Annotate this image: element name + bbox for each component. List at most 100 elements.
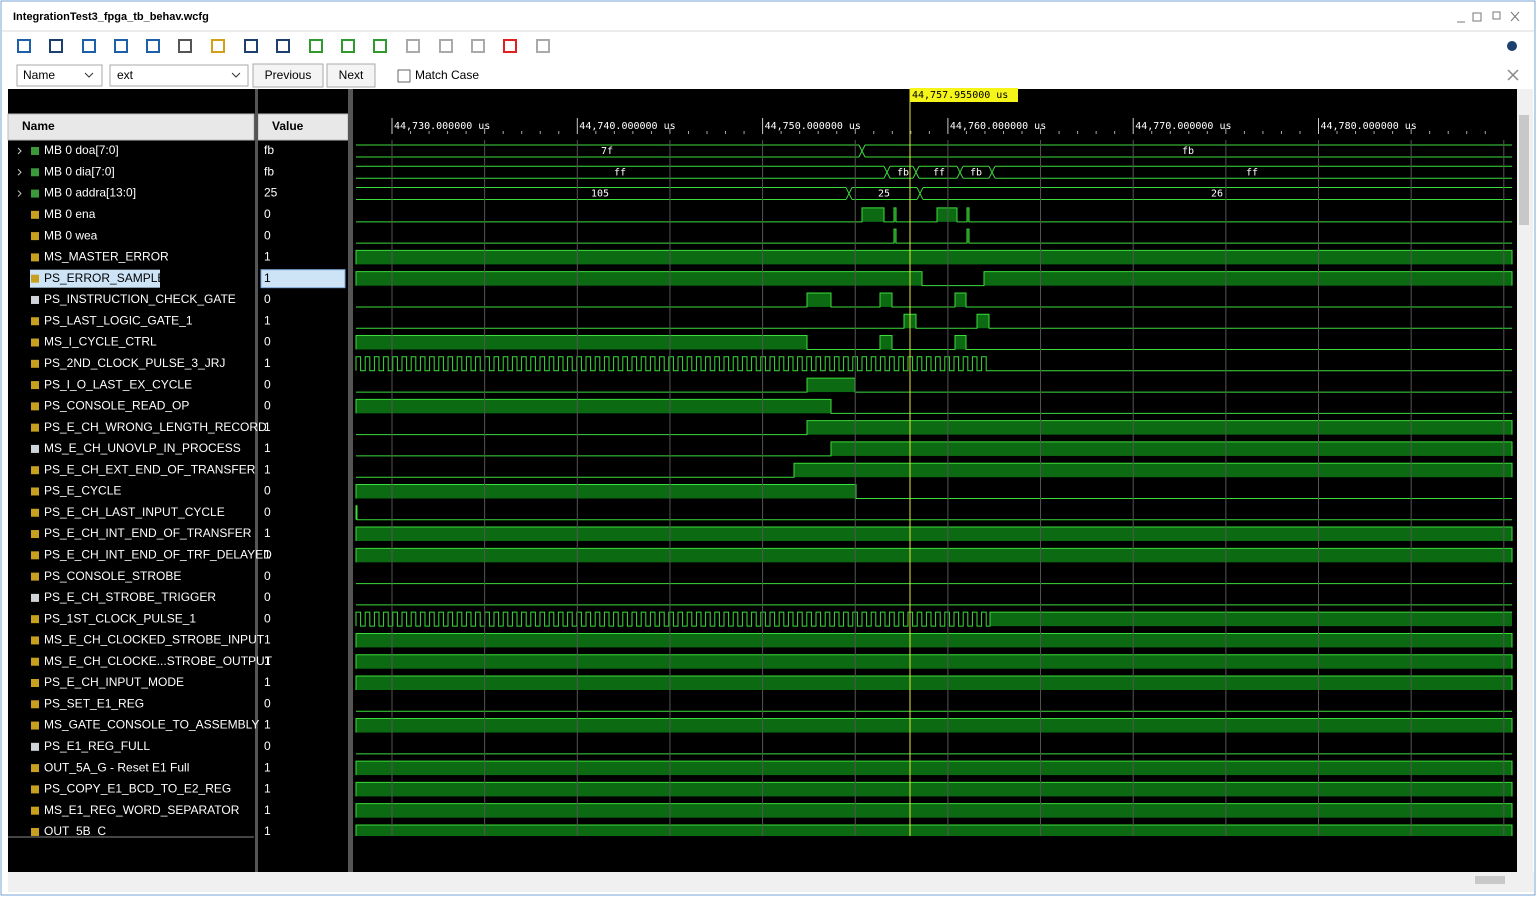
signal-name[interactable]: PS_I_O_LAST_EX_CYCLE bbox=[44, 377, 192, 391]
signal-name[interactable]: MS_E1_REG_WORD_SEPARATOR bbox=[44, 803, 240, 817]
signal-name[interactable]: MS_GATE_CONSOLE_TO_ASSEMBLY bbox=[44, 718, 259, 732]
signal-icon bbox=[31, 147, 39, 155]
query-input[interactable] bbox=[109, 64, 249, 87]
high-fill bbox=[356, 782, 1512, 797]
toolbar-button[interactable] bbox=[211, 39, 225, 53]
signal-name[interactable]: MS_MASTER_ERROR bbox=[44, 250, 169, 264]
high-fill bbox=[356, 335, 807, 350]
signal-value: fb bbox=[264, 164, 274, 178]
signal-icon bbox=[31, 274, 39, 283]
bus-value: fb bbox=[970, 167, 982, 178]
toolbar-button[interactable] bbox=[309, 39, 323, 53]
signal-value: 0 bbox=[264, 696, 271, 710]
signal-name[interactable]: PS_E_CH_WRONG_LENGTH_RECORD bbox=[44, 420, 267, 434]
signal-name[interactable]: PS_E_CH_INT_END_OF_TRANSFER bbox=[44, 526, 252, 540]
signal-name[interactable]: MB 0 ena bbox=[44, 207, 96, 221]
signal-value: 0 bbox=[264, 590, 271, 604]
previous-button[interactable] bbox=[252, 63, 324, 88]
signal-name[interactable]: PS_CONSOLE_STROBE bbox=[44, 569, 181, 583]
signal-name[interactable]: OUT_5B_C bbox=[44, 824, 106, 838]
toolbar-button[interactable] bbox=[114, 39, 128, 53]
signal-icon bbox=[31, 402, 39, 411]
signal-name[interactable]: PS_2ND_CLOCK_PULSE_3_JRJ bbox=[44, 356, 225, 370]
high-fill bbox=[356, 484, 856, 499]
settings-button[interactable] bbox=[1507, 41, 1517, 51]
signal-name[interactable]: MS_E_CH_UNOVLP_IN_PROCESS bbox=[44, 441, 241, 455]
toolbar-button[interactable] bbox=[49, 39, 63, 53]
toolbar-button[interactable] bbox=[471, 39, 485, 53]
toolbar-button[interactable] bbox=[244, 39, 258, 53]
signal-value: 0 bbox=[264, 505, 271, 519]
signal-trace bbox=[355, 483, 1512, 499]
signal-name[interactable]: PS_COPY_E1_BCD_TO_E2_REG bbox=[44, 782, 231, 796]
next-button[interactable] bbox=[326, 63, 376, 88]
signal-value: 25 bbox=[264, 186, 278, 200]
signal-name[interactable]: PS_E_CH_EXT_END_OF_TRANSFER bbox=[44, 462, 256, 476]
signal-name[interactable]: PS_INSTRUCTION_CHECK_GATE bbox=[44, 292, 236, 306]
signal-value: 1 bbox=[264, 356, 271, 370]
toolbar-button[interactable] bbox=[276, 39, 290, 53]
signal-icon bbox=[31, 359, 39, 368]
field-dropdown[interactable] bbox=[16, 64, 103, 87]
signal-name[interactable]: PS_1ST_CLOCK_PULSE_1 bbox=[44, 611, 196, 625]
signal-trace bbox=[356, 228, 1512, 244]
high-fill bbox=[955, 335, 966, 350]
toolbar-button[interactable] bbox=[17, 39, 31, 53]
toolbar-button[interactable] bbox=[503, 39, 517, 53]
high-fill bbox=[807, 378, 855, 393]
signal-name[interactable]: MS_I_CYCLE_CTRL bbox=[44, 335, 157, 349]
signal-trace bbox=[355, 398, 1512, 414]
signal-name[interactable]: PS_E_CH_STROBE_TRIGGER bbox=[44, 590, 216, 604]
close-search[interactable] bbox=[1507, 69, 1519, 81]
signal-name[interactable]: PS_CONSOLE_READ_OP bbox=[44, 399, 189, 413]
signal-name[interactable]: PS_LAST_LOGIC_GATE_1 bbox=[44, 313, 193, 327]
toolbar-button[interactable] bbox=[406, 39, 420, 53]
vertical-scrollbar[interactable] bbox=[1517, 89, 1533, 872]
toolbar-button[interactable] bbox=[341, 39, 355, 53]
high-fill bbox=[356, 527, 1512, 542]
signal-name[interactable]: PS_E_CH_LAST_INPUT_CYCLE bbox=[44, 505, 225, 519]
signal-name[interactable]: PS_E_CYCLE bbox=[44, 484, 121, 498]
signal-name[interactable]: MB 0 addra[13:0] bbox=[44, 186, 136, 200]
signal-icon bbox=[31, 232, 39, 241]
signal-name[interactable]: PS_SET_E1_REG bbox=[44, 696, 144, 710]
signal-trace bbox=[356, 292, 1512, 308]
expand-arrow[interactable] bbox=[17, 190, 22, 197]
toolbar-button[interactable] bbox=[146, 39, 160, 53]
signal-name[interactable]: MS_E_CH_CLOCKED_STROBE_INPUT bbox=[44, 633, 265, 647]
signal-value: 1 bbox=[264, 441, 271, 455]
window-controls[interactable] bbox=[1457, 11, 1520, 23]
time-tick-label: 44,760.000000 us bbox=[950, 121, 1046, 132]
name-header-text: Name bbox=[22, 119, 55, 133]
signal-value: 0 bbox=[264, 484, 271, 498]
expand-arrow[interactable] bbox=[17, 168, 22, 176]
high-fill bbox=[831, 441, 1512, 456]
h-scroll-thumb[interactable] bbox=[1475, 876, 1505, 884]
signal-value: 0 bbox=[264, 569, 271, 583]
signal-value: 0 bbox=[264, 335, 271, 349]
signal-icon bbox=[31, 721, 39, 730]
signal-value: 1 bbox=[264, 824, 271, 838]
signal-name[interactable]: PS_ERROR_SAMPLE bbox=[44, 271, 165, 285]
match-case-checkbox[interactable] bbox=[397, 69, 411, 83]
signal-name[interactable]: PS_E_CH_INT_END_OF_TRF_DELAYED bbox=[44, 547, 272, 561]
toolbar-button[interactable] bbox=[178, 39, 192, 53]
signal-name[interactable]: MS_E_CH_CLOCKE...STROBE_OUTPUT bbox=[44, 654, 273, 668]
signal-name[interactable]: MB 0 dia[7:0] bbox=[44, 164, 115, 178]
high-fill bbox=[977, 314, 989, 329]
toolbar-button[interactable] bbox=[439, 39, 453, 53]
scroll-thumb[interactable] bbox=[1519, 115, 1529, 225]
signal-value: 1 bbox=[264, 462, 271, 476]
signal-name[interactable]: OUT_5A_G - Reset E1 Full bbox=[44, 760, 189, 774]
signal-name[interactable]: PS_E_CH_INPUT_MODE bbox=[44, 675, 184, 689]
signal-name[interactable]: MB 0 doa[7:0] bbox=[44, 143, 119, 157]
signal-icon bbox=[31, 338, 39, 347]
signal-name[interactable]: PS_E1_REG_FULL bbox=[44, 739, 150, 753]
signal-value: 1 bbox=[264, 271, 271, 285]
signal-icon bbox=[31, 317, 39, 326]
expand-arrow[interactable] bbox=[17, 147, 22, 155]
toolbar-button[interactable] bbox=[536, 39, 550, 53]
toolbar-button[interactable] bbox=[373, 39, 387, 53]
toolbar-button[interactable] bbox=[82, 39, 96, 53]
signal-name[interactable]: MB 0 wea bbox=[44, 228, 98, 242]
